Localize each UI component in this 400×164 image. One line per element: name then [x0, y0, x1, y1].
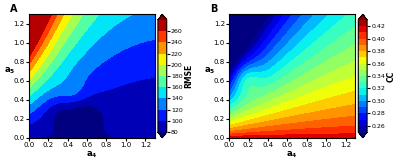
Y-axis label: CC: CC: [386, 70, 396, 82]
X-axis label: $\mathbf{a_4}$: $\mathbf{a_4}$: [86, 149, 98, 160]
PathPatch shape: [158, 14, 167, 20]
PathPatch shape: [358, 132, 367, 138]
X-axis label: $\mathbf{a_4}$: $\mathbf{a_4}$: [286, 149, 298, 160]
Y-axis label: $\mathbf{a_5}$: $\mathbf{a_5}$: [204, 66, 216, 76]
PathPatch shape: [158, 132, 167, 138]
Y-axis label: RMSE: RMSE: [184, 64, 193, 88]
Y-axis label: $\mathbf{a_5}$: $\mathbf{a_5}$: [4, 66, 16, 76]
PathPatch shape: [358, 14, 367, 20]
Text: B: B: [210, 4, 218, 14]
Text: A: A: [10, 4, 17, 14]
